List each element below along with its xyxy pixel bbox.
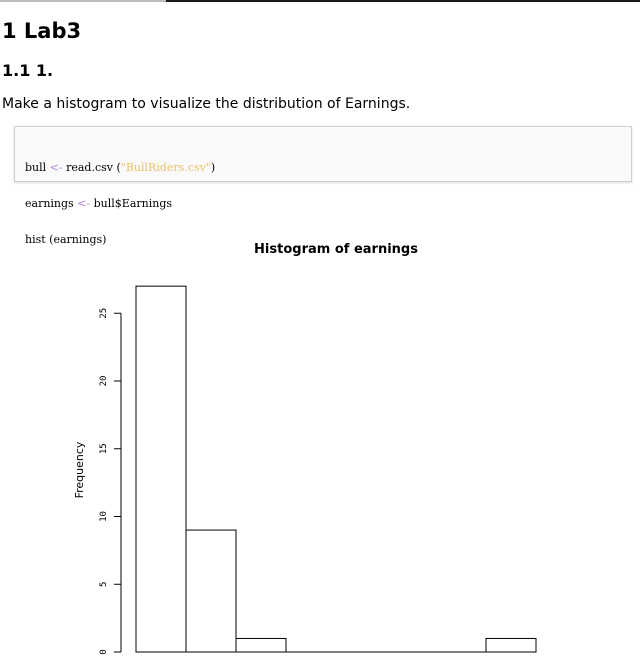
histogram-chart: Histogram of earnings Frequency 0 5 10 15 20… [73,242,537,655]
code-operator: <- [49,161,63,174]
code-token: hist (earnings) [25,233,107,246]
code-string: "BullRiders.csv" [120,161,211,174]
histogram-bar [485,637,537,653]
top-border [0,0,166,2]
code-token: ) [210,161,216,174]
y-tick-label: 25 [99,308,109,319]
code-token: read.csv ( [62,161,121,174]
code-token: bull [25,161,50,174]
intro-text: Make a histogram to visualize the distri… [2,96,411,112]
code-block[interactable]: bull <- read.csv ("BullRiders.csv") earn… [14,126,632,246]
histogram-bar [135,285,187,653]
y-tick-label: 15 [99,443,109,454]
histogram-bars [135,285,537,653]
code-token: earnings [25,197,78,210]
code-token: bull$Earnings [90,197,173,210]
y-tick-label: 20 [99,376,109,387]
top-border-dark [166,0,640,2]
y-tick-label: 0 [99,649,109,654]
section-heading: 1.1 1. [2,61,54,80]
chart-title: Histogram of earnings [254,242,418,257]
code-line: hist (earnings) [25,234,631,246]
code-line: bull <- read.csv ("BullRiders.csv") [25,162,631,174]
y-tick-label: 5 [99,582,109,587]
y-axis-label: Frequency [73,441,86,498]
y-tick-label: 10 [99,511,109,522]
code-operator: <- [77,197,91,210]
page-title: 1 Lab3 [2,19,82,43]
histogram-bar [235,637,287,653]
histogram-bar [185,529,237,653]
y-axis: 0 5 10 15 20 25 [99,308,122,655]
code-line: earnings <- bull$Earnings [25,198,631,210]
